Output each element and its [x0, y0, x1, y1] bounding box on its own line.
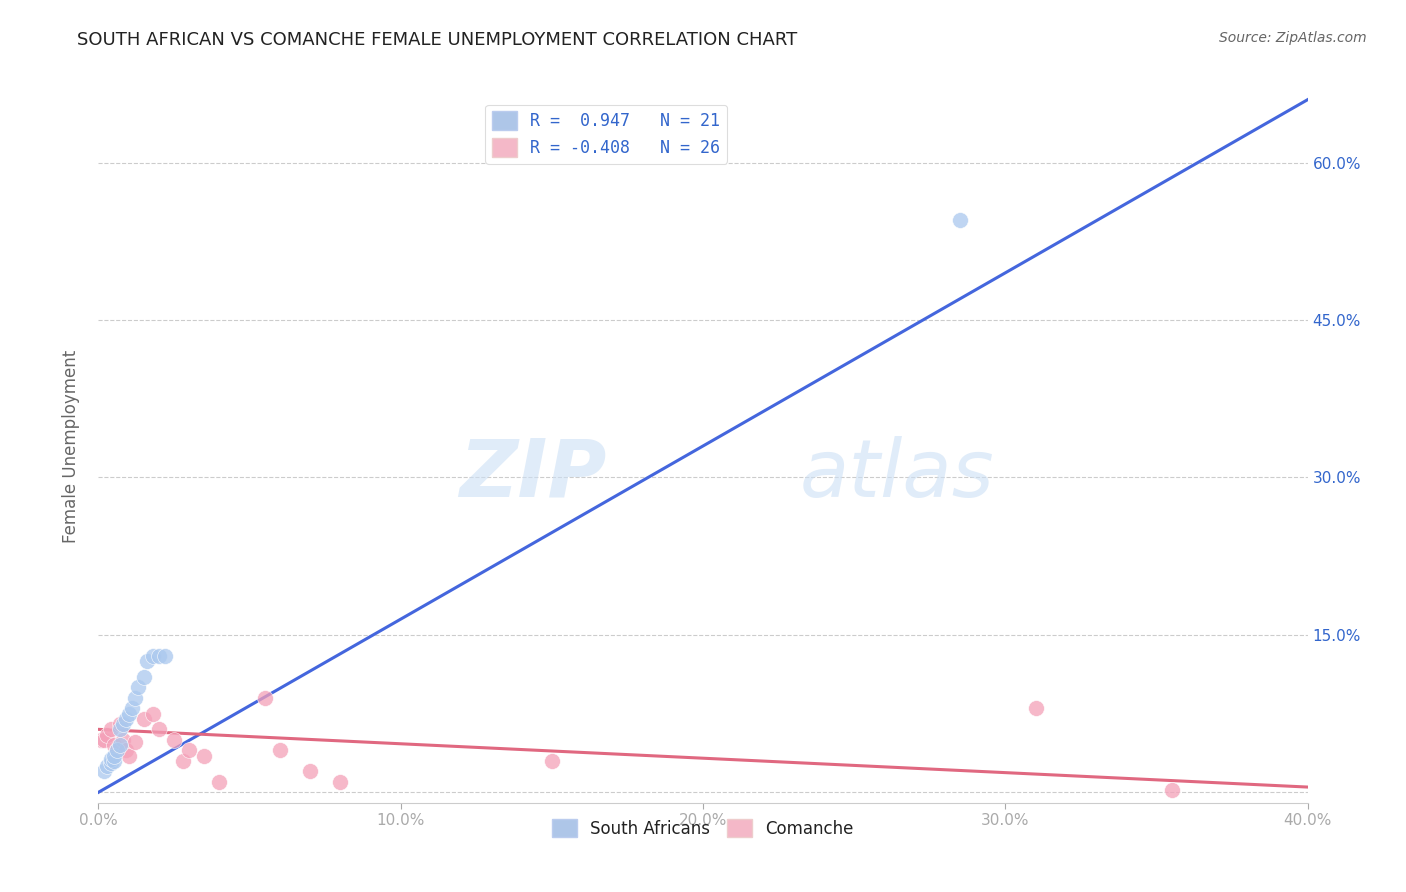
Y-axis label: Female Unemployment: Female Unemployment	[62, 350, 80, 542]
Text: SOUTH AFRICAN VS COMANCHE FEMALE UNEMPLOYMENT CORRELATION CHART: SOUTH AFRICAN VS COMANCHE FEMALE UNEMPLO…	[77, 31, 797, 49]
Point	[96, 728, 118, 742]
Text: Source: ZipAtlas.com: Source: ZipAtlas.com	[1219, 31, 1367, 45]
Point	[269, 743, 291, 757]
Point	[193, 748, 215, 763]
Point	[127, 681, 149, 695]
Point	[103, 738, 125, 752]
Point	[208, 774, 231, 789]
Point	[179, 743, 201, 757]
Point	[103, 754, 125, 768]
Legend: South Africans, Comanche: South Africans, Comanche	[546, 813, 860, 845]
Point	[114, 743, 136, 757]
Point	[135, 654, 157, 668]
Point	[949, 213, 972, 227]
Point	[329, 774, 352, 789]
Point	[108, 738, 131, 752]
Point	[142, 648, 165, 663]
Text: ZIP: ZIP	[458, 435, 606, 514]
Point	[132, 670, 155, 684]
Point	[105, 743, 128, 757]
Point	[540, 754, 562, 768]
Point	[253, 690, 276, 705]
Text: atlas: atlas	[800, 435, 994, 514]
Point	[93, 732, 115, 747]
Point	[105, 743, 128, 757]
Point	[1160, 783, 1182, 797]
Point	[148, 723, 170, 737]
Point	[108, 723, 131, 737]
Point	[142, 706, 165, 721]
Point	[90, 732, 112, 747]
Point	[111, 717, 134, 731]
Point	[100, 723, 122, 737]
Point	[153, 648, 176, 663]
Point	[118, 748, 141, 763]
Point	[132, 712, 155, 726]
Point	[108, 717, 131, 731]
Point	[114, 712, 136, 726]
Point	[118, 706, 141, 721]
Point	[124, 735, 146, 749]
Point	[172, 754, 194, 768]
Point	[100, 752, 122, 766]
Point	[299, 764, 322, 779]
Point	[124, 690, 146, 705]
Point	[111, 732, 134, 747]
Point	[103, 748, 125, 763]
Point	[100, 756, 122, 770]
Point	[96, 759, 118, 773]
Point	[121, 701, 143, 715]
Point	[93, 764, 115, 779]
Point	[148, 648, 170, 663]
Point	[1024, 701, 1046, 715]
Point	[163, 732, 186, 747]
